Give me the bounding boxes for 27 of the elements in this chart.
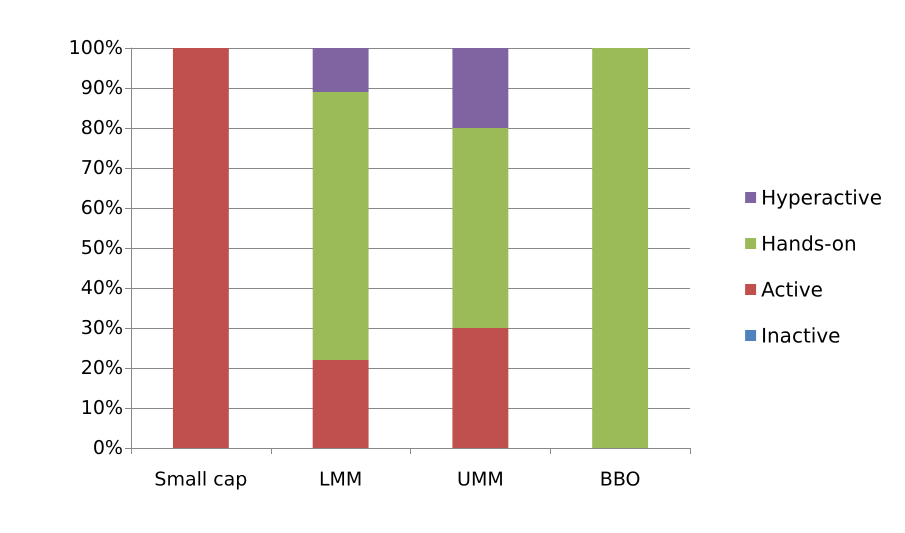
bar bbox=[452, 328, 508, 448]
legend-label: Active bbox=[761, 278, 823, 302]
x-tick-label: LMM bbox=[318, 468, 362, 490]
x-tick-label: Small cap bbox=[154, 468, 248, 490]
y-tick-label: 60% bbox=[80, 197, 123, 219]
x-tick-label: BBO bbox=[600, 468, 640, 490]
y-tick-label: 30% bbox=[80, 317, 123, 339]
y-tick-label: 20% bbox=[80, 357, 123, 379]
y-tick-label: 40% bbox=[80, 277, 123, 299]
y-tick-label: 100% bbox=[68, 37, 123, 59]
bar bbox=[312, 48, 369, 92]
y-tick-label: 90% bbox=[80, 77, 123, 99]
bar bbox=[312, 92, 369, 360]
legend-label: Hyperactive bbox=[761, 186, 882, 210]
legend-label: Hands-on bbox=[761, 232, 857, 256]
y-tick-label: 50% bbox=[80, 237, 123, 259]
bar bbox=[452, 48, 508, 128]
y-tick-label: 80% bbox=[80, 117, 123, 139]
legend-label: Inactive bbox=[761, 324, 840, 348]
bar bbox=[172, 48, 229, 448]
y-tick-label: 10% bbox=[80, 397, 123, 419]
bar bbox=[312, 360, 369, 448]
y-tick-label: 0% bbox=[92, 437, 123, 459]
x-tick-label: UMM bbox=[457, 468, 504, 490]
y-tick-label: 70% bbox=[80, 157, 123, 179]
bar bbox=[452, 128, 508, 328]
bar bbox=[592, 48, 648, 448]
